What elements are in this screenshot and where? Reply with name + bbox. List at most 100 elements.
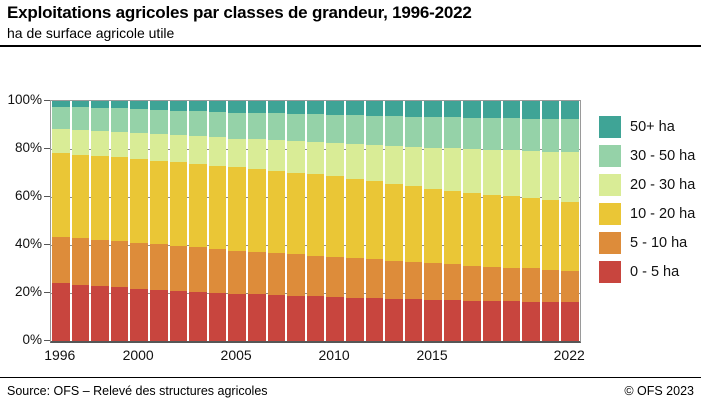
bar-slot-1997: [71, 101, 91, 341]
bar-segment-10-20: [228, 167, 246, 251]
bar-2016: [443, 101, 462, 341]
bar-slot-2002: [169, 101, 189, 341]
bar-segment-5-10: [404, 262, 423, 300]
x-tick-label-2005: 2005: [220, 347, 252, 363]
bar-2000: [130, 101, 148, 341]
bar-segment-50plus: [52, 101, 70, 107]
bar-segment-20-30: [404, 146, 423, 187]
bar-segment-0-5: [91, 286, 109, 341]
bar-segment-0-5: [306, 296, 325, 341]
bar-segment-5-10: [483, 266, 501, 301]
legend-label-30-50: 30 - 50 ha: [630, 148, 696, 164]
bar-segment-5-10: [424, 263, 442, 300]
legend-item-50plus: 50+ ha: [599, 116, 695, 138]
bar-segment-20-30: [522, 150, 540, 198]
bar-segment-30-50: [522, 118, 540, 151]
bar-segment-10-20: [443, 190, 462, 265]
bar-2008: [287, 101, 305, 341]
bar-segment-10-20: [306, 174, 325, 256]
bar-2014: [404, 101, 423, 341]
bar-segment-20-30: [247, 139, 266, 170]
bar-segment-0-5: [443, 300, 462, 341]
bar-2019: [502, 101, 521, 341]
bar-segment-20-30: [71, 130, 90, 155]
bar-segment-10-20: [52, 153, 70, 238]
bar-slot-2015: [423, 101, 443, 341]
bar-segment-10-20: [424, 189, 442, 264]
bar-segment-0-5: [365, 298, 384, 341]
bar-segment-0-5: [110, 287, 129, 341]
bar-segment-20-30: [287, 141, 305, 173]
bar-segment-50plus: [130, 101, 148, 110]
bar-segment-20-30: [561, 152, 580, 202]
bar-segment-10-20: [541, 199, 560, 270]
bar-segment-20-30: [149, 134, 168, 161]
bar-segment-30-50: [287, 113, 305, 142]
bar-segment-0-5: [483, 300, 501, 341]
y-tick-label-80: 80%: [14, 140, 42, 155]
bar-segment-5-10: [267, 253, 286, 296]
bar-2003: [189, 101, 207, 341]
bar-segment-10-20: [522, 197, 540, 269]
bar-group: [51, 101, 580, 341]
legend-swatch-10-20: [599, 203, 621, 225]
bar-slot-2010: [325, 101, 345, 341]
bar-segment-10-20: [149, 160, 168, 245]
bar-segment-5-10: [52, 237, 70, 284]
y-tick-label-100: 100%: [7, 92, 42, 107]
bar-segment-10-20: [91, 156, 109, 240]
bar-segment-20-30: [267, 140, 286, 171]
bar-1996: [52, 101, 70, 341]
bar-segment-10-20: [287, 172, 305, 255]
bar-segment-30-50: [247, 113, 266, 140]
bar-segment-50plus: [306, 101, 325, 115]
x-tick-label-2010: 2010: [318, 347, 350, 363]
bar-segment-0-5: [502, 301, 521, 341]
bar-segment-0-5: [326, 297, 344, 341]
bar-slot-2006: [247, 101, 267, 341]
bar-slot-2000: [129, 101, 149, 341]
bar-segment-50plus: [483, 101, 501, 119]
bar-segment-30-50: [71, 107, 90, 131]
bar-segment-0-5: [247, 294, 266, 341]
bar-segment-30-50: [443, 117, 462, 149]
bar-slot-2013: [384, 101, 404, 341]
bar-segment-5-10: [71, 238, 90, 285]
bar-segment-50plus: [404, 101, 423, 117]
plot-area: [50, 100, 581, 343]
bar-2005: [228, 101, 246, 341]
bar-segment-20-30: [424, 147, 442, 190]
bar-segment-50plus: [561, 101, 580, 120]
bar-segment-30-50: [52, 106, 70, 130]
bar-segment-0-5: [424, 299, 442, 341]
bar-segment-0-5: [52, 283, 70, 341]
header-divider: [0, 45, 701, 47]
bar-2017: [463, 101, 482, 341]
bar-segment-50plus: [345, 101, 364, 116]
bar-2020: [522, 101, 540, 341]
bar-segment-10-20: [110, 157, 129, 242]
legend-swatch-30-50: [599, 145, 621, 167]
bar-segment-5-10: [345, 257, 364, 298]
bar-slot-2016: [443, 101, 463, 341]
bar-segment-10-20: [345, 178, 364, 258]
bar-segment-5-10: [247, 251, 266, 295]
bar-segment-20-30: [502, 150, 521, 197]
bar-segment-5-10: [385, 260, 403, 299]
bar-2012: [365, 101, 384, 341]
bar-segment-50plus: [443, 101, 462, 118]
bar-segment-20-30: [228, 138, 246, 168]
source-note: Source: OFS – Relevé des structures agri…: [7, 384, 268, 398]
bar-segment-0-5: [267, 295, 286, 341]
legend-label-0-5: 0 - 5 ha: [630, 264, 680, 280]
bar-segment-10-20: [208, 165, 227, 250]
bar-segment-0-5: [404, 299, 423, 341]
bar-segment-20-30: [345, 143, 364, 179]
bar-segment-20-30: [169, 135, 188, 163]
bar-segment-20-30: [110, 131, 129, 158]
bar-1997: [71, 101, 90, 341]
bar-slot-2017: [462, 101, 482, 341]
bar-segment-5-10: [169, 245, 188, 291]
bar-segment-5-10: [463, 265, 482, 301]
bar-segment-10-20: [404, 186, 423, 263]
